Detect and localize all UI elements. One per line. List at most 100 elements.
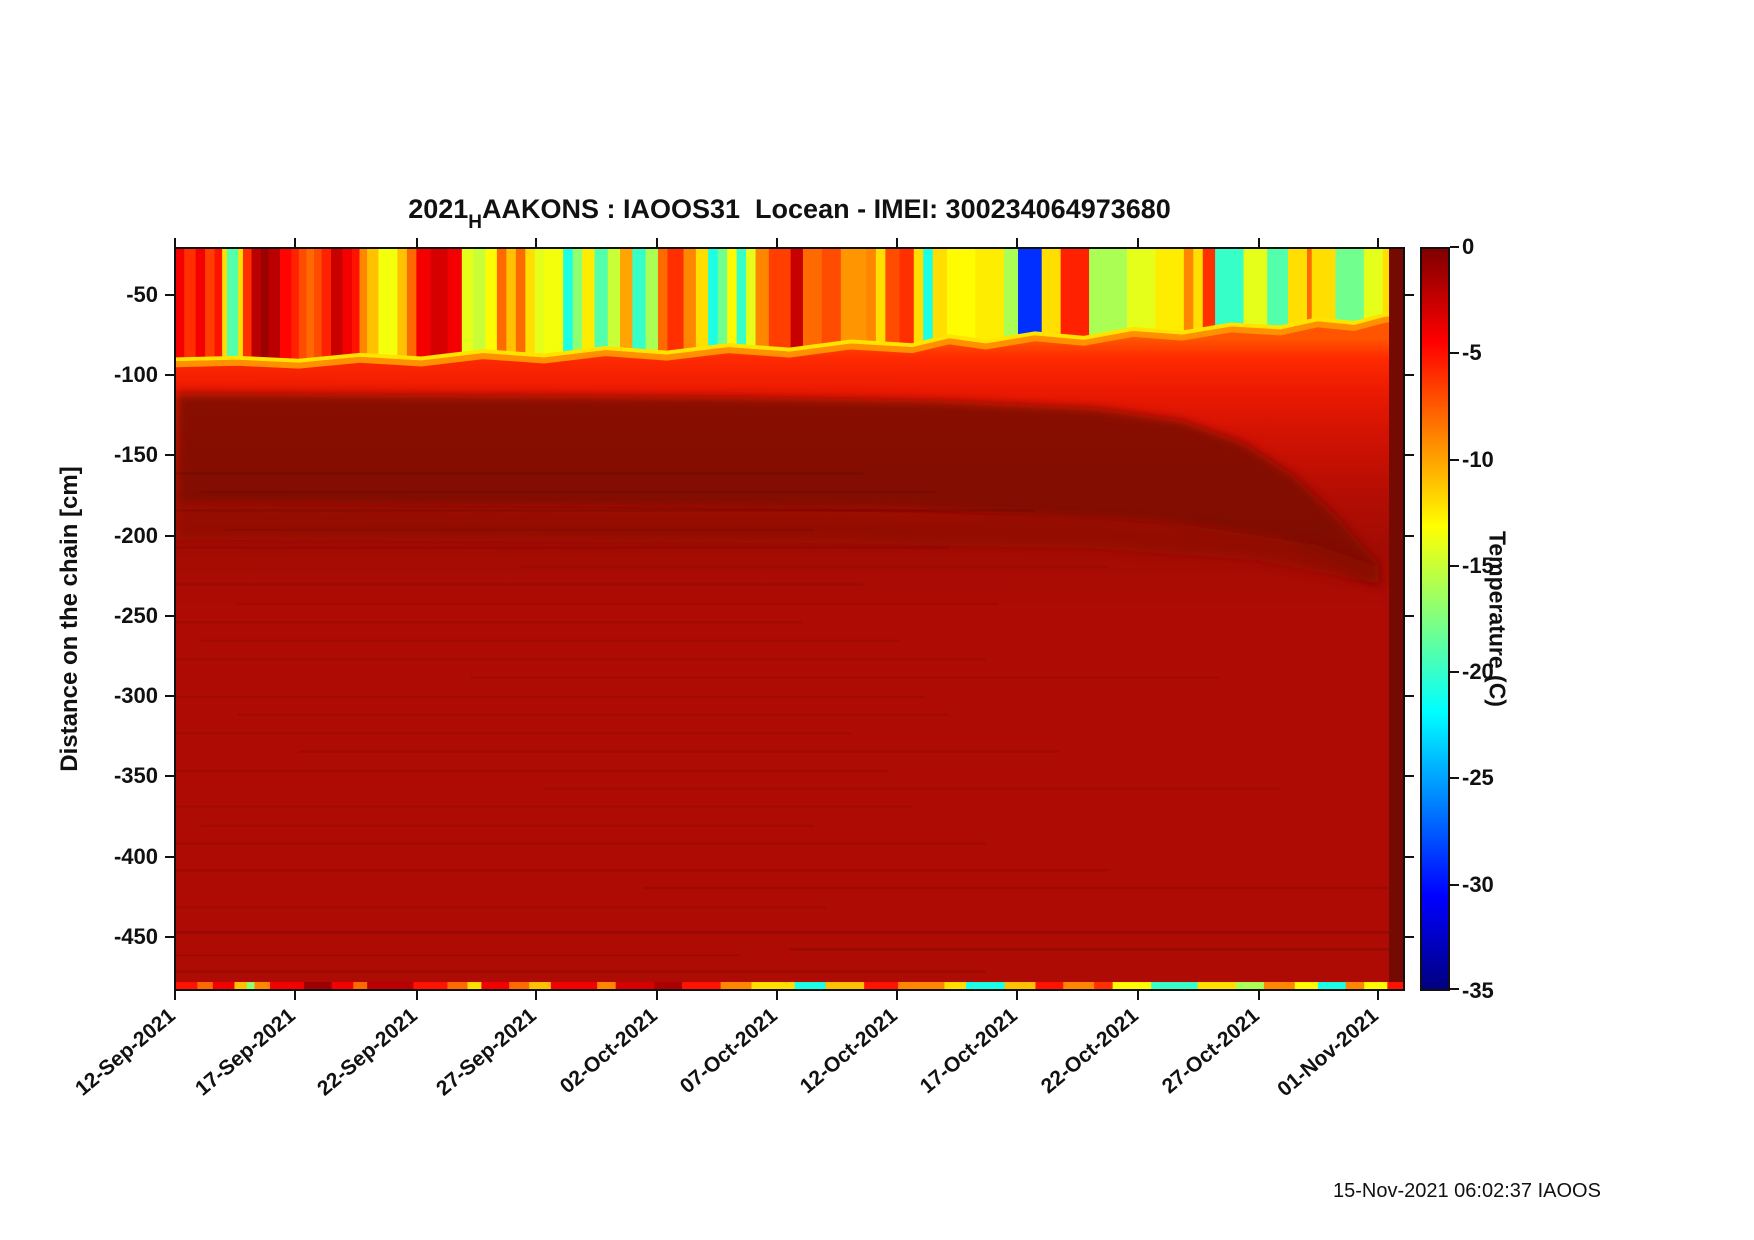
x-tick — [776, 991, 779, 1000]
x-tick — [415, 991, 418, 1000]
chain-end-cell — [447, 982, 468, 989]
air-temp-stripe — [534, 249, 545, 382]
y-tick-label: -100 — [113, 361, 158, 387]
chain-end-cell — [246, 982, 255, 989]
air-temp-stripe — [525, 249, 536, 382]
chain-end-cell — [550, 982, 598, 989]
air-temp-stripe — [331, 249, 344, 382]
x-tick-label: 12-Sep-2021 — [71, 1004, 181, 1101]
colorbar-tick — [1450, 988, 1459, 990]
chain-end-cell — [1236, 982, 1265, 989]
colorbar-tick-label: -25 — [1462, 765, 1494, 791]
air-temp-stripe — [496, 249, 507, 382]
air-temp-stripe — [717, 249, 728, 382]
chain-end-cell — [1294, 982, 1319, 989]
x-tick-label: 22-Sep-2021 — [312, 1004, 422, 1101]
sensor-row-line — [176, 472, 864, 475]
air-temp-stripe — [1183, 249, 1194, 382]
heatmap-plot-area — [174, 247, 1405, 991]
air-temp-stripe — [214, 249, 223, 382]
x-tick-label: 27-Sep-2021 — [432, 1004, 541, 1101]
air-temp-stripe — [205, 249, 216, 382]
air-temp-stripe — [667, 249, 685, 382]
chain-end-cell — [467, 982, 482, 989]
air-temp-stripe — [572, 249, 583, 382]
air-temp-stripe — [485, 249, 498, 382]
x-tick — [1016, 991, 1019, 1000]
air-temp-stripe — [473, 249, 487, 382]
interface-seam-orange — [176, 315, 1403, 369]
chain-end-cell — [413, 982, 448, 989]
sensor-row-line — [176, 769, 888, 773]
chain-end-cell — [825, 982, 865, 989]
y-tick-label: -450 — [113, 923, 158, 949]
chain-end-cell — [597, 982, 617, 989]
air-temp-stripe — [367, 249, 380, 382]
air-temp-stripe — [923, 249, 934, 382]
chain-end-cell — [1197, 982, 1237, 989]
air-temp-stripe — [251, 249, 262, 382]
air-temp-stripe — [176, 249, 185, 382]
colorbar-tick — [1450, 352, 1459, 355]
y-tick-label: -150 — [113, 442, 158, 468]
air-temp-stripe — [913, 249, 924, 382]
air-temp-stripe — [351, 249, 361, 382]
y-tick-right — [1405, 454, 1414, 457]
chain-end-cell — [1112, 982, 1152, 989]
chain-end-cell — [1151, 982, 1198, 989]
sensor-row-line — [176, 906, 827, 909]
air-temp-stripe — [406, 249, 417, 382]
air-temp-stripe — [238, 249, 244, 382]
sensor-row-line — [200, 639, 900, 642]
y-tick-right — [1405, 373, 1414, 376]
sensor-row-line — [176, 732, 851, 735]
chain-end-cell — [654, 982, 683, 989]
x-tick-label: 22-Oct-2021 — [1036, 1004, 1143, 1099]
x-tick-label: 17-Oct-2021 — [916, 1004, 1023, 1099]
air-temp-stripe — [291, 249, 300, 382]
chain-end-cell — [1263, 982, 1296, 989]
air-temp-stripe — [416, 249, 432, 382]
sensor-row-line — [642, 886, 1391, 890]
chain-end-cell — [751, 982, 796, 989]
air-temp-stripe — [268, 249, 281, 382]
colorbar-tick-label: 0 — [1462, 234, 1475, 259]
air-temp-stripe — [359, 249, 368, 382]
x-tick — [1136, 991, 1139, 1000]
y-tick-right — [1405, 935, 1414, 938]
y-tick-label: -200 — [113, 522, 158, 548]
air-temp-stripe — [342, 249, 353, 382]
x-tick-top — [895, 238, 898, 247]
figure-title-subscript: H — [468, 212, 482, 234]
chain-end-cell — [1094, 982, 1114, 989]
x-tick-top — [1136, 238, 1139, 247]
sensor-row-line — [200, 490, 937, 494]
x-tick — [1376, 991, 1379, 1000]
x-tick-top — [534, 238, 537, 247]
sensor-row-line — [176, 869, 1109, 872]
air-temp-stripe — [195, 249, 206, 382]
air-temp-stripe — [515, 249, 526, 382]
x-tick-label: 02-Oct-2021 — [555, 1004, 662, 1099]
chain-end-cell — [529, 982, 552, 989]
air-temp-stripe — [279, 249, 292, 382]
air-temp-stripe — [746, 249, 757, 382]
x-tick-label: 07-Oct-2021 — [675, 1004, 782, 1099]
creation-timestamp: 15-Nov-2021 06:02:37 IAOOS — [1333, 1180, 1601, 1202]
air-temp-stripe — [447, 249, 463, 382]
air-temp-stripe — [657, 249, 669, 382]
x-tick-label: 12-Oct-2021 — [795, 1004, 902, 1099]
air-temp-stripe — [563, 249, 574, 382]
x-tick-top — [1016, 238, 1019, 247]
y-tick-right — [1405, 856, 1414, 859]
sensor-row-line — [544, 787, 1281, 790]
chain-end-cell — [212, 982, 235, 989]
figure-title-prefix: 2021 — [408, 194, 469, 224]
colorbar-tick — [1450, 671, 1459, 674]
x-tick-label: 17-Sep-2021 — [190, 1004, 300, 1101]
x-tick-label: 01-Nov-2021 — [1273, 1004, 1383, 1102]
sensor-row-line — [237, 602, 999, 605]
sensor-row-line — [519, 565, 1109, 568]
x-tick — [174, 991, 177, 1000]
colorbar-tick-label: -30 — [1462, 871, 1494, 897]
